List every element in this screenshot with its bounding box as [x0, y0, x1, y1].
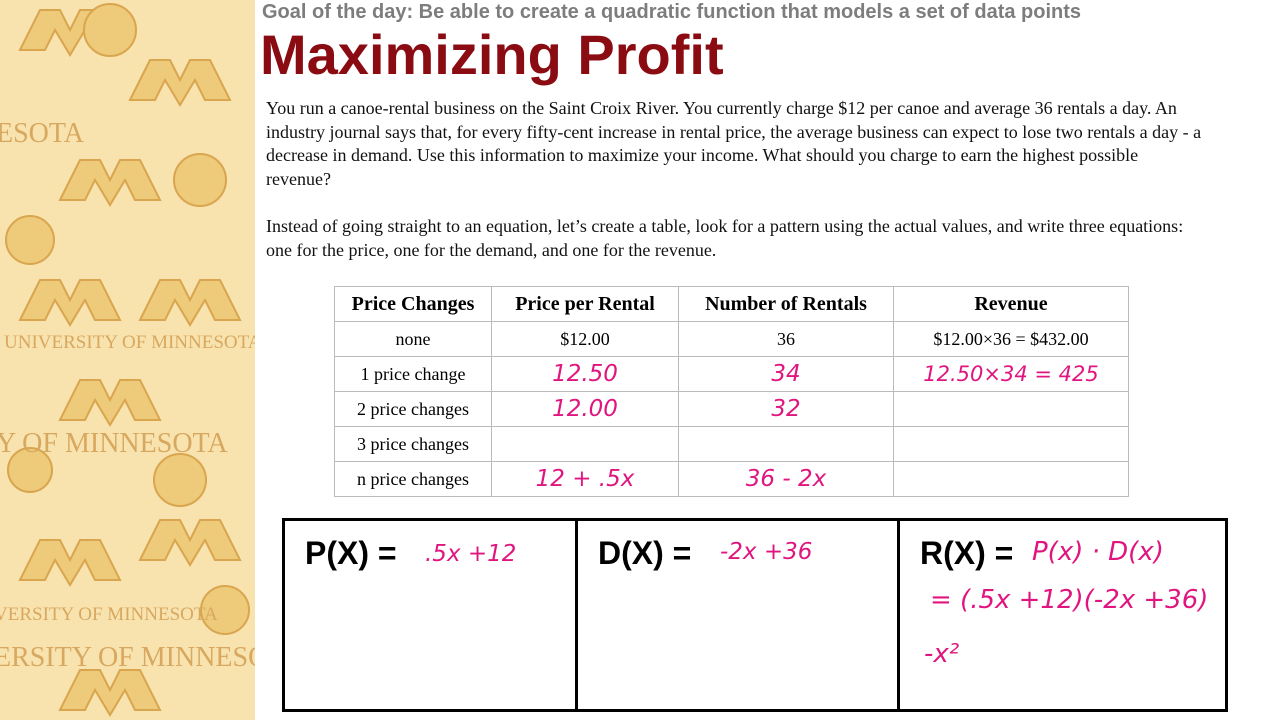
- cell: [678, 426, 894, 462]
- equation-box: D(X) = -2x +36: [575, 521, 897, 709]
- handwritten-work: P(x) · D(x): [1032, 537, 1164, 567]
- row: n price changes 12 + .5x 36 - 2x: [334, 461, 1129, 497]
- cell: 1 price change: [334, 356, 492, 392]
- cell: $12.00×36 = $432.00: [893, 321, 1129, 357]
- equation-box: R(X) = P(x) · D(x) = (.5x +12)(-2x +36) …: [897, 521, 1225, 709]
- cell: n price changes: [334, 461, 492, 497]
- cell: 36: [678, 321, 894, 357]
- handwritten-cell: 12.50: [491, 356, 679, 392]
- header-cell: Price Changes: [334, 286, 492, 322]
- cell: none: [334, 321, 492, 357]
- title: Maximizing Profit: [260, 23, 724, 86]
- handwritten-cell: 34: [678, 356, 894, 392]
- equation-label: P(X) =: [305, 535, 397, 571]
- sidebar-text: ESOTA: [0, 118, 84, 149]
- header-cell: Number of Rentals: [678, 286, 894, 322]
- cell: $12.00: [491, 321, 679, 357]
- cell: [893, 426, 1129, 462]
- handwritten-cell: 32: [678, 391, 894, 427]
- cell: [491, 426, 679, 462]
- goal: Goal of the day: Be able to create a qua…: [262, 1, 1082, 23]
- cell: [893, 391, 1129, 427]
- sidebar-text: Y OF MINNESOTA: [0, 428, 228, 459]
- handwritten-cell: 12.00: [491, 391, 679, 427]
- handwritten-work: -2x +36: [720, 539, 813, 565]
- table: Price Changes Price per Rental Number of…: [334, 286, 1129, 497]
- handwritten-work: = (.5x +12)(-2x +36): [930, 585, 1209, 615]
- paragraph: You run a canoe-rental business on the S…: [266, 98, 1202, 189]
- handwritten-work: -x²: [924, 639, 960, 669]
- equation-label: R(X) =: [920, 535, 1014, 571]
- header-cell: Price per Rental: [491, 286, 679, 322]
- handwritten-cell: 12 + .5x: [491, 461, 679, 497]
- equation-boxes: P(X) = .5x +12 D(X) = -2x +36 R(X) = P(x…: [282, 518, 1228, 712]
- paragraph: Instead of going straight to an equation…: [266, 216, 1184, 260]
- row: 1 price change 12.50 34 12.50×34 = 425: [334, 356, 1129, 392]
- handwritten-work: .5x +12: [425, 541, 517, 567]
- equation-box: P(X) = .5x +12: [285, 521, 575, 709]
- sidebar-text: UNIVERSITY OF MINNESOTA: [4, 332, 255, 353]
- header-cell: Revenue: [893, 286, 1129, 322]
- row: none $12.00 36 $12.00×36 = $432.00: [334, 321, 1129, 357]
- row: 2 price changes 12.00 32: [334, 391, 1129, 427]
- sidebar-text: VERSITY OF MINNESOTA: [0, 604, 218, 625]
- handwritten-cell: 12.50×34 = 425: [893, 356, 1129, 392]
- sidebar-pattern: [5, 3, 250, 717]
- row: 3 price changes: [334, 426, 1129, 462]
- cell: 3 price changes: [334, 426, 492, 462]
- cell: [893, 461, 1129, 497]
- sidebar: ESOTA UNIVERSITY OF MINNESOTA Y OF MINNE…: [0, 0, 255, 720]
- sidebar-text: ERSITY OF MINNESOT: [0, 642, 255, 673]
- handwritten-cell: 36 - 2x: [678, 461, 894, 497]
- cell: 2 price changes: [334, 391, 492, 427]
- header-row: Price Changes Price per Rental Number of…: [334, 286, 1129, 322]
- equation-label: D(X) =: [598, 535, 692, 571]
